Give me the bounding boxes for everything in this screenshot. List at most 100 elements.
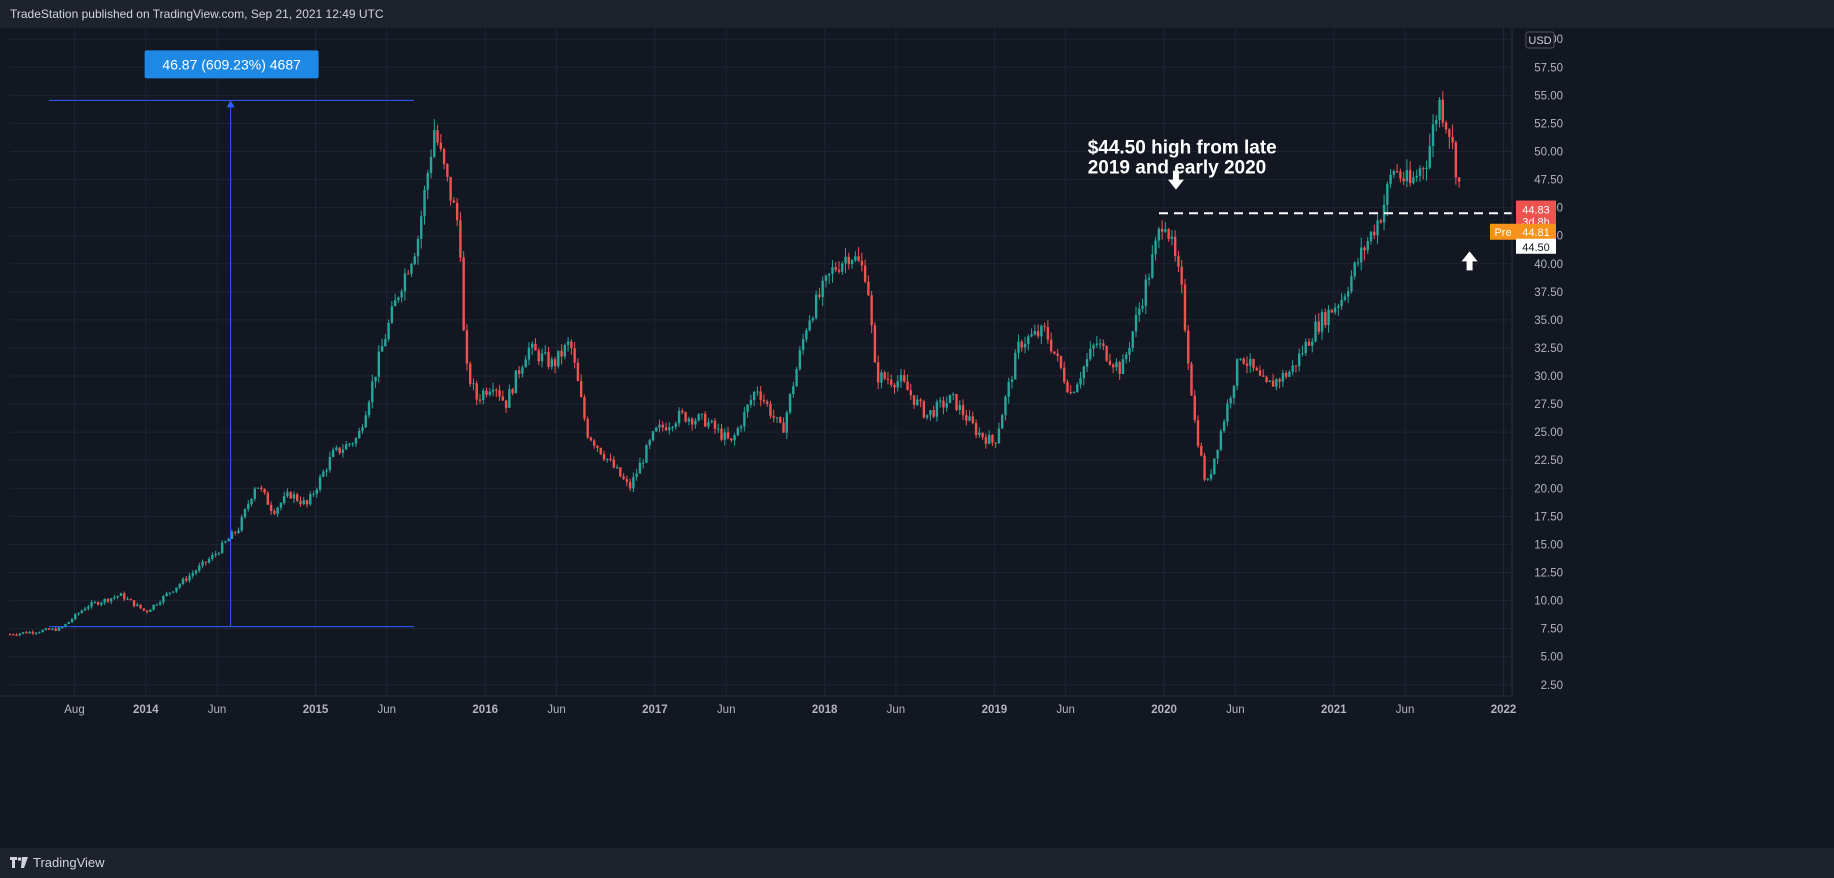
price-tick-label: 35.00 <box>1534 315 1563 327</box>
candle-body <box>511 389 514 394</box>
candle-body <box>279 503 283 508</box>
time-tick-label: 2018 <box>812 704 838 716</box>
candle-body <box>945 402 948 408</box>
tradingview-brand[interactable]: TradingView <box>10 855 105 870</box>
candle-body <box>38 632 41 634</box>
time-tick-label: 2016 <box>472 704 498 716</box>
candle-body <box>1418 168 1422 176</box>
candle-body <box>390 306 394 323</box>
candle-body <box>361 427 364 431</box>
candle-body <box>1049 339 1053 352</box>
candle-body <box>1333 307 1337 313</box>
candle-body <box>341 449 345 453</box>
candle-body <box>922 401 926 418</box>
candle-body <box>1082 366 1085 379</box>
candle-body <box>475 383 478 400</box>
candle-body <box>743 411 746 427</box>
candle-body <box>1278 379 1281 382</box>
candle-body <box>1079 378 1082 385</box>
candle-body <box>1138 308 1141 315</box>
price-scale[interactable]: 2.50 5.00 7.50 10.00 12.50 15.00 17.50 20.00 22.… <box>1490 28 1563 696</box>
candle-body <box>51 628 54 630</box>
candle-body <box>795 369 798 387</box>
tradingview-logo-icon <box>10 856 28 868</box>
candle-body <box>1209 473 1213 479</box>
price-tick-label: 40.00 <box>1534 259 1563 271</box>
candle-body <box>785 412 788 433</box>
candle-body <box>1180 266 1183 285</box>
candle-body <box>700 413 704 415</box>
candle-body <box>769 403 772 416</box>
candle-body <box>1386 183 1389 205</box>
candle-body <box>253 488 256 499</box>
price-tick-label: 32.50 <box>1534 343 1563 355</box>
time-tick-label: 2017 <box>642 704 668 716</box>
candle-body <box>766 401 769 404</box>
candle-body <box>344 444 348 450</box>
candle-body <box>1373 231 1376 236</box>
candle-body <box>136 604 139 607</box>
candle-body <box>273 510 276 514</box>
candle-body <box>961 405 965 416</box>
candle-body <box>478 399 482 401</box>
candle-body <box>1196 420 1200 447</box>
candle-body <box>792 386 795 394</box>
candle-body <box>119 593 123 596</box>
candle-body <box>1056 353 1059 357</box>
candle-body <box>955 394 958 411</box>
arrow-up-icon <box>1461 251 1478 271</box>
candle-body <box>309 494 312 505</box>
candle-body <box>188 575 191 581</box>
candle-body <box>886 378 890 380</box>
candle-body <box>589 437 593 441</box>
candle-body <box>286 492 289 497</box>
candle-body <box>331 449 335 457</box>
candle-body <box>1063 367 1066 382</box>
candle-body <box>890 379 893 385</box>
candle-body <box>416 238 420 257</box>
candle-body <box>677 410 681 424</box>
candle-body <box>514 370 518 394</box>
candle-body <box>991 434 994 443</box>
currency-box[interactable] <box>1525 31 1555 49</box>
annotation-line-2: 2019 and early 2020 <box>1088 158 1267 179</box>
candle-body <box>615 467 619 469</box>
time-scale[interactable]: Aug 2014 Jun 2015 Jun 2016 Jun 2017 Jun 2018 Jun 20… <box>0 695 1516 716</box>
candle-body <box>560 350 563 357</box>
candle-body <box>694 420 697 425</box>
candle-body <box>1141 305 1144 309</box>
candle-body <box>80 610 84 614</box>
candle-body <box>948 394 952 403</box>
price-tick-label: 47.50 <box>1534 175 1563 187</box>
candle-body <box>1366 241 1369 251</box>
candle-body <box>106 598 110 602</box>
candle-body <box>1072 392 1076 394</box>
candle-body <box>586 418 589 438</box>
candle-body <box>1389 174 1392 184</box>
candle-body <box>893 384 896 388</box>
candle-body <box>759 391 762 400</box>
candle-body <box>1121 359 1125 374</box>
candle-body <box>619 467 622 477</box>
candle-body <box>622 476 625 480</box>
candle-body <box>1239 358 1242 360</box>
candlestick-chart[interactable]: 46.87 (609.23%) 4687 $44.50 high from la… <box>0 28 1834 848</box>
measure-label-box[interactable] <box>144 50 319 79</box>
candle-body <box>1023 344 1027 348</box>
candle-body <box>1157 228 1161 241</box>
candle-body <box>1235 359 1239 386</box>
candle-body <box>1343 296 1347 300</box>
candle-body <box>1069 392 1072 394</box>
candle-body <box>1317 321 1320 332</box>
candle-body <box>1089 348 1092 360</box>
candle-body <box>1226 403 1229 422</box>
candle-body <box>1102 343 1105 346</box>
candle-body <box>844 256 847 264</box>
price-tick-label: 37.50 <box>1534 287 1563 299</box>
candle-body <box>723 432 726 440</box>
candle-body <box>1307 341 1311 346</box>
candle-body <box>1118 362 1121 374</box>
candle-body <box>34 632 38 634</box>
candle-body <box>1177 255 1180 267</box>
candle-body <box>54 628 57 631</box>
